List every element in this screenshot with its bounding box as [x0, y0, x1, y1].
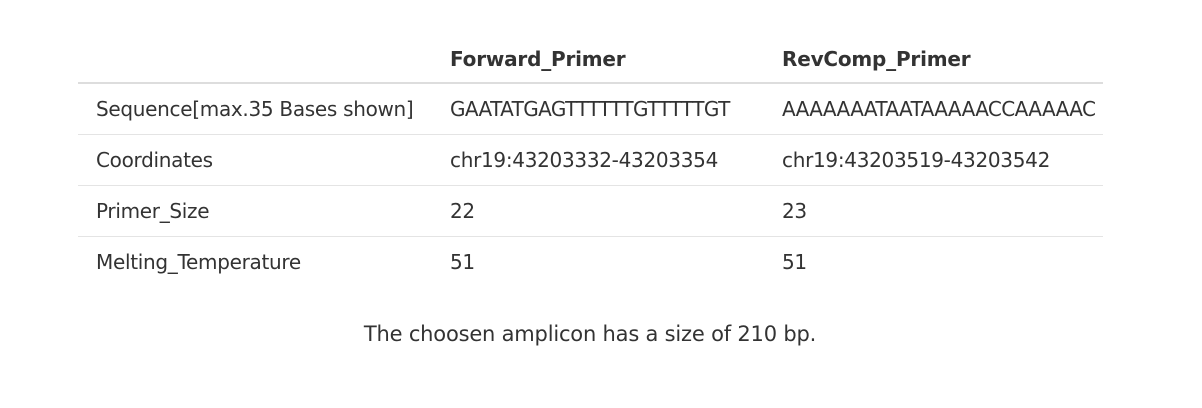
header-row-label-column	[78, 36, 432, 84]
revcomp-melting-temperature: 51	[764, 236, 1103, 287]
header-revcomp-primer: RevComp_Primer	[764, 36, 1103, 84]
revcomp-coordinates: chr19:43203519-43203542	[764, 134, 1103, 186]
row-label-coordinates: Coordinates	[78, 134, 432, 186]
table-row-sequence: Sequence[max.35 Bases shown] GAATATGAGTT…	[78, 83, 1103, 135]
table-row-primer-size: Primer_Size 22 23	[78, 185, 1103, 237]
row-label-sequence: Sequence[max.35 Bases shown]	[96, 97, 414, 121]
table-row-coordinates: Coordinates chr19:43203332-43203354 chr1…	[78, 134, 1103, 186]
primer-table-header: Forward_Primer RevComp_Primer	[78, 36, 1103, 84]
row-label-primer-size: Primer_Size	[78, 185, 432, 237]
primer-table-container: Forward_Primer RevComp_Primer Sequence[m…	[78, 36, 1103, 287]
forward-coordinates: chr19:43203332-43203354	[432, 134, 764, 186]
header-forward-primer: Forward_Primer	[432, 36, 764, 84]
amplicon-size-caption: The choosen amplicon has a size of 210 b…	[363, 322, 817, 346]
revcomp-sequence: AAAAAAATAATAAAAACCAAAAAC	[782, 97, 1096, 121]
primer-table-body: Sequence[max.35 Bases shown] GAATATGAGTT…	[78, 83, 1103, 287]
revcomp-primer-size: 23	[764, 185, 1103, 237]
forward-primer-size: 22	[432, 185, 764, 237]
forward-sequence: GAATATGAGTTTTTTGTTTTTGT	[450, 97, 730, 121]
forward-melting-temperature: 51	[432, 236, 764, 287]
row-label-melting-temperature: Melting_Temperature	[78, 236, 432, 287]
header-row: Forward_Primer RevComp_Primer	[78, 36, 1103, 84]
primer-table: Forward_Primer RevComp_Primer Sequence[m…	[78, 36, 1103, 287]
table-row-melting-temperature: Melting_Temperature 51 51	[78, 236, 1103, 287]
